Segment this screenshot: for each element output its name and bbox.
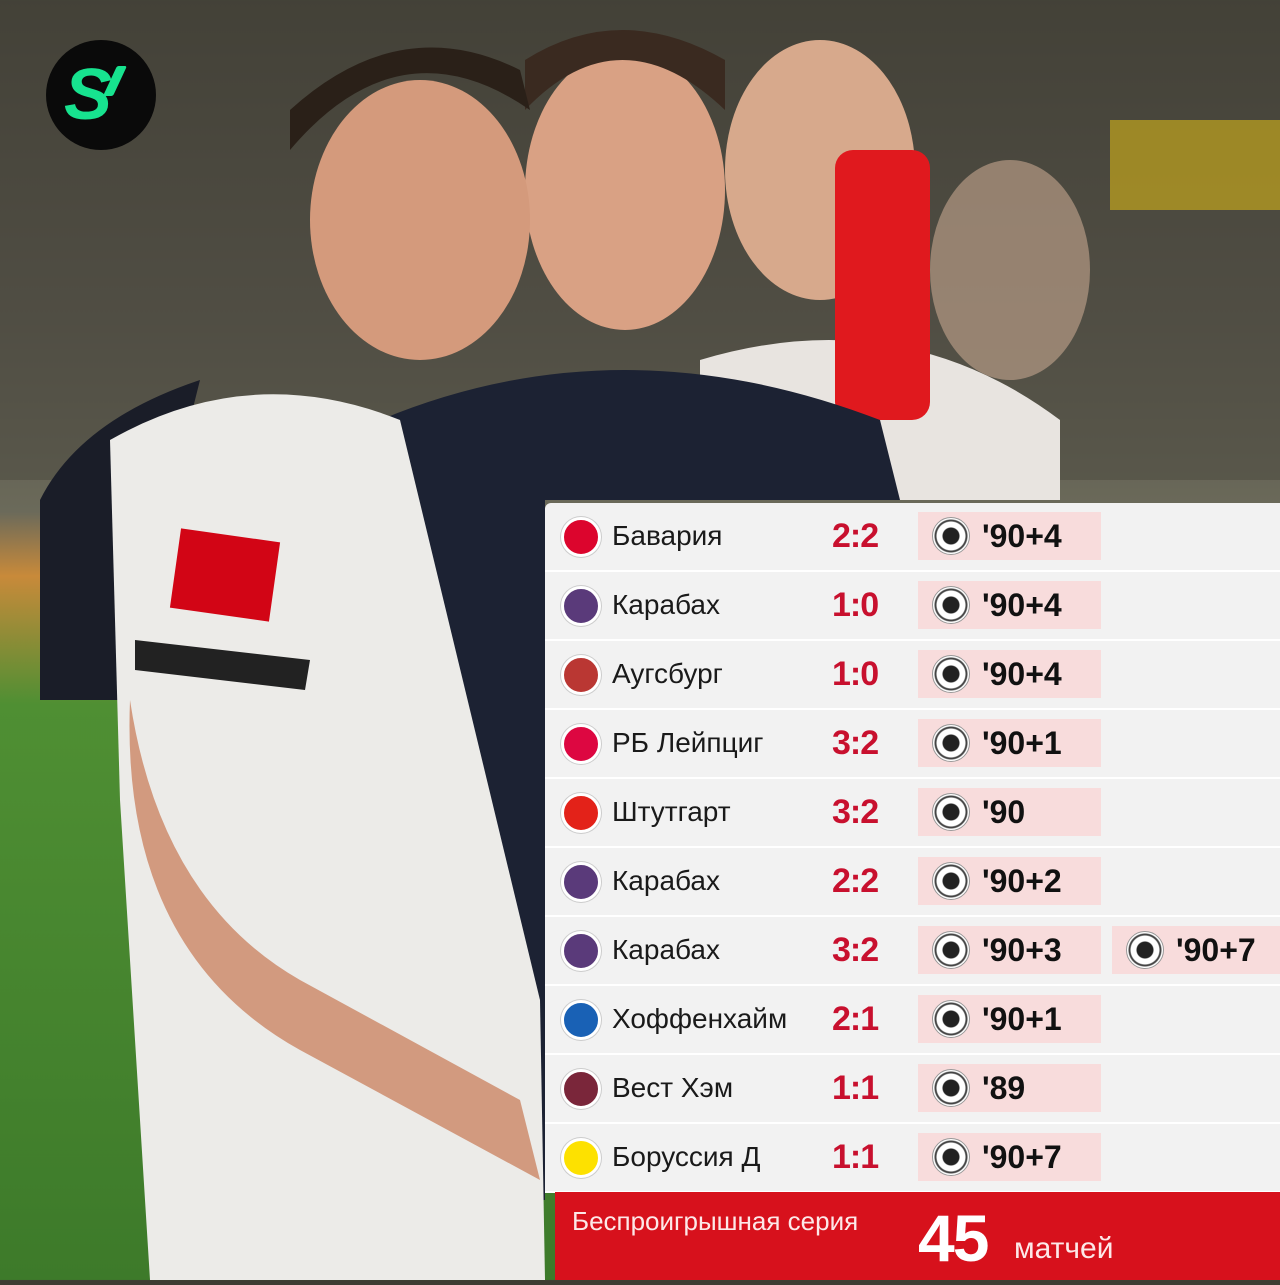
late-goal-chip: '90+1 xyxy=(918,995,1101,1043)
goal-minute: '90 xyxy=(982,794,1026,830)
augsburg-crest-icon xyxy=(561,655,601,695)
late-goal-chip: '90+2 xyxy=(918,857,1101,905)
football-icon xyxy=(932,793,970,831)
late-goal-chip: '90+1 xyxy=(918,719,1101,767)
qarabag-crest-icon xyxy=(561,931,601,971)
goal-minute: '90+4 xyxy=(982,518,1062,554)
match-row: Карабах 1:0 '90+4 xyxy=(545,572,1280,641)
unbeaten-streak-banner: Беспроигрышная серия 45 матчей xyxy=(555,1192,1280,1280)
late-goal-chip: '90+3 xyxy=(918,926,1101,974)
football-icon xyxy=(932,517,970,555)
bayern-crest-icon xyxy=(561,517,601,557)
match-score: 2:2 xyxy=(832,517,879,555)
match-row: Бавария 2:2 '90+4 xyxy=(545,503,1280,572)
streak-count: 45 xyxy=(918,1201,989,1275)
football-icon xyxy=(932,1000,970,1038)
goal-minute: '90+7 xyxy=(1176,932,1256,968)
late-goal-chip: '90 xyxy=(918,788,1101,836)
match-row: Карабах 2:2 '90+2 xyxy=(545,848,1280,917)
match-score: 1:1 xyxy=(832,1069,879,1107)
goal-minute: '89 xyxy=(982,1070,1026,1106)
match-score: 3:2 xyxy=(832,793,879,831)
goal-minute: '90+4 xyxy=(982,656,1062,692)
late-goal-chip: '90+7 xyxy=(918,1133,1101,1181)
goal-minute: '90+1 xyxy=(982,1001,1062,1037)
match-score: 3:2 xyxy=(832,724,879,762)
goal-minute: '90+1 xyxy=(982,725,1062,761)
team-name: Вест Хэм xyxy=(612,1072,734,1103)
team-name: Карабах xyxy=(612,589,720,620)
football-icon xyxy=(932,724,970,762)
football-icon xyxy=(932,655,970,693)
match-score: 1:0 xyxy=(832,586,879,624)
westham-crest-icon xyxy=(561,1069,601,1109)
match-row: Карабах 3:2 '90+3 '90+7 xyxy=(545,917,1280,986)
qarabag-crest-icon xyxy=(561,586,601,626)
football-icon xyxy=(932,931,970,969)
team-name: Боруссия Д xyxy=(612,1141,761,1172)
football-icon xyxy=(932,586,970,624)
match-score: 2:2 xyxy=(832,862,879,900)
goal-minute: '90+3 xyxy=(982,932,1062,968)
match-row: Аугсбург 1:0 '90+4 xyxy=(545,641,1280,710)
football-icon xyxy=(1126,931,1164,969)
stuttgart-crest-icon xyxy=(561,793,601,833)
football-icon xyxy=(932,862,970,900)
goal-minute: '90+4 xyxy=(982,587,1062,623)
team-name: Бавария xyxy=(612,520,723,551)
football-icon xyxy=(932,1138,970,1176)
team-name: Аугсбург xyxy=(612,658,723,689)
late-goal-chip: '90+4 xyxy=(918,650,1101,698)
team-name: Карабах xyxy=(612,934,720,965)
results-table: Бавария 2:2 '90+4 Карабах 1:0 '90+4 Аугс… xyxy=(545,503,1280,1193)
streak-label: Беспроигрышная серия xyxy=(572,1206,859,1236)
team-name: Карабах xyxy=(612,865,720,896)
late-goal-chip: '89 xyxy=(918,1064,1101,1112)
goal-minute: '90+7 xyxy=(982,1139,1062,1175)
match-score: 2:1 xyxy=(832,1000,879,1038)
match-row: Боруссия Д 1:1 '90+7 xyxy=(545,1124,1280,1193)
goal-minute: '90+2 xyxy=(982,863,1062,899)
dortmund-crest-icon xyxy=(561,1138,601,1178)
late-goal-chip: '90+7 xyxy=(1112,926,1280,974)
leipzig-crest-icon xyxy=(561,724,601,764)
streak-unit: матчей xyxy=(1014,1232,1114,1265)
brand-logo: S xyxy=(46,40,156,150)
match-score: 1:0 xyxy=(832,655,879,693)
team-name: Хоффенхайм xyxy=(612,1003,788,1034)
football-icon xyxy=(932,1069,970,1107)
match-score: 3:2 xyxy=(832,931,879,969)
match-row: Штутгарт 3:2 '90 xyxy=(545,779,1280,848)
hoffenheim-crest-icon xyxy=(561,1000,601,1040)
match-row: РБ Лейпциг 3:2 '90+1 xyxy=(545,710,1280,779)
qarabag-crest-icon xyxy=(561,862,601,902)
late-goal-chip: '90+4 xyxy=(918,581,1101,629)
match-row: Вест Хэм 1:1 '89 xyxy=(545,1055,1280,1124)
team-name: РБ Лейпциг xyxy=(612,727,764,758)
match-score: 1:1 xyxy=(832,1138,879,1176)
match-row: Хоффенхайм 2:1 '90+1 xyxy=(545,986,1280,1055)
late-goal-chip: '90+4 xyxy=(918,512,1101,560)
team-name: Штутгарт xyxy=(612,796,731,827)
